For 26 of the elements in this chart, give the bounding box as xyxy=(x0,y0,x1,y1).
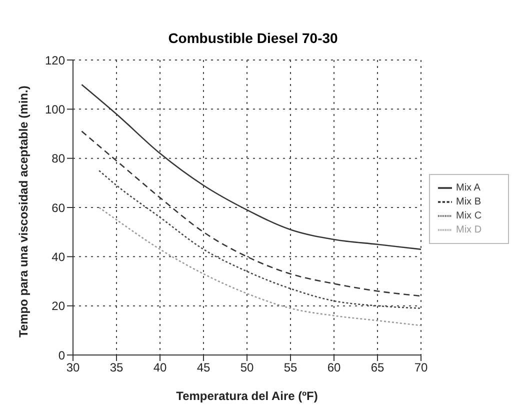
line-series xyxy=(98,206,421,326)
legend-label: Mix B xyxy=(456,196,481,208)
y-tick-label: 60 xyxy=(52,200,66,215)
y-tick-label: 40 xyxy=(52,250,66,264)
y-tick-label: 120 xyxy=(44,53,66,68)
x-tick-label: 65 xyxy=(370,360,384,375)
y-axis-title: Tempo para una viscosidad aceptable (min.) xyxy=(16,86,30,338)
x-axis-title: Temperatura del Aire (ºF) xyxy=(176,389,318,403)
chart-title: Combustible Diesel 70-30 xyxy=(167,30,339,46)
x-tick-label: 70 xyxy=(414,360,428,375)
x-tick-label: 60 xyxy=(327,360,341,375)
x-tick-label: 50 xyxy=(240,360,254,375)
legend-label: Mix C xyxy=(456,210,482,222)
legend-label: Mix D xyxy=(456,224,482,236)
y-tick-label: 80 xyxy=(52,152,66,166)
line-series xyxy=(81,130,421,297)
y-tick-label: 100 xyxy=(44,102,66,116)
line-series xyxy=(81,84,421,250)
y-tick-label: 20 xyxy=(52,299,66,314)
legend-label: Mix A xyxy=(456,182,480,194)
x-tick-label: 45 xyxy=(196,360,210,375)
x-tick-label: 55 xyxy=(284,360,298,375)
y-tick-label: 0 xyxy=(58,348,66,362)
x-tick-label: 30 xyxy=(66,360,80,375)
x-tick-label: 40 xyxy=(153,360,167,375)
x-tick-label: 35 xyxy=(110,360,124,375)
